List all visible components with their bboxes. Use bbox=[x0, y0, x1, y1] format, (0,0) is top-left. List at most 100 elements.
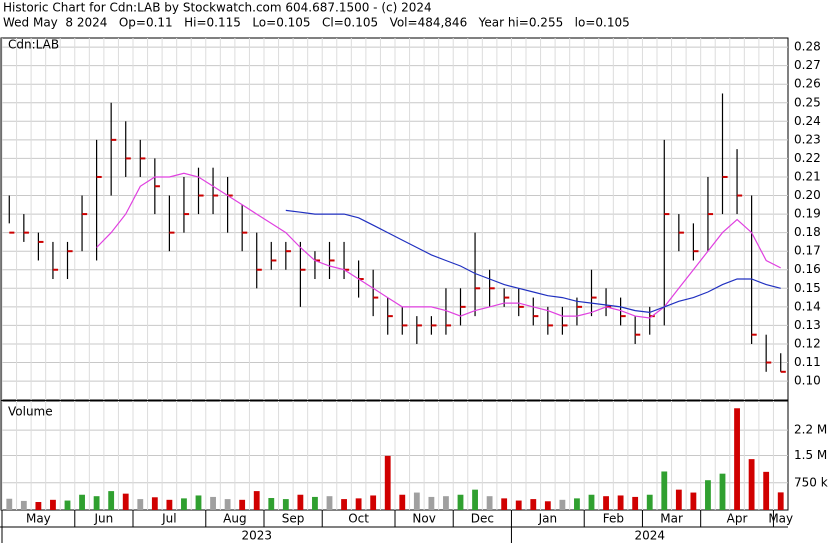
y-tick-label: 0.27 bbox=[794, 58, 821, 72]
volume-bar bbox=[210, 496, 216, 510]
y-tick-label: 0.21 bbox=[794, 169, 821, 183]
volume-bar bbox=[457, 494, 464, 510]
x-tick-label: Jun bbox=[94, 512, 114, 526]
volume-bar bbox=[6, 498, 13, 510]
volume-bar bbox=[50, 499, 56, 510]
moving-average bbox=[96, 172, 781, 319]
x-tick-label: Feb bbox=[603, 512, 624, 526]
volume-bar bbox=[675, 489, 682, 510]
volume-bar bbox=[355, 498, 362, 510]
marks bbox=[6, 93, 786, 510]
volume-bar bbox=[282, 499, 289, 510]
volume-bar bbox=[64, 500, 71, 510]
volume-bar bbox=[603, 496, 609, 510]
y-tick-label: 0.22 bbox=[794, 151, 821, 165]
x-tick-label: Dec bbox=[471, 512, 494, 526]
x-tick-label: Oct bbox=[348, 512, 369, 526]
y-tick-label: 0.26 bbox=[794, 77, 821, 91]
x-tick-label: Nov bbox=[412, 512, 435, 526]
volume-bar bbox=[312, 496, 318, 510]
volume-bar bbox=[413, 492, 420, 510]
y-tick-label: 0.20 bbox=[794, 188, 821, 202]
y-tick-label: 0.19 bbox=[794, 207, 821, 221]
volume-bar bbox=[486, 496, 493, 510]
y-tick-label: 0.10 bbox=[794, 374, 821, 388]
volume-bar bbox=[122, 493, 129, 510]
volume-bar bbox=[763, 471, 770, 510]
y-tick-label: 0.12 bbox=[794, 336, 821, 350]
volume-bar bbox=[559, 499, 566, 510]
price-label: Cdn:LAB bbox=[8, 38, 59, 52]
chart-subtitle: Wed May 8 2024 Op=0.11 Hi=0.115 Lo=0.105… bbox=[3, 16, 630, 30]
volume-bar bbox=[428, 496, 435, 510]
y-tick-label: 0.23 bbox=[794, 132, 821, 146]
x-tick-label: Mar bbox=[660, 512, 683, 526]
moving-average bbox=[285, 209, 781, 314]
volume-bar bbox=[617, 495, 624, 510]
x-tick-label: Jul bbox=[161, 512, 176, 526]
volume-bar bbox=[748, 459, 755, 510]
volume-bar bbox=[195, 495, 202, 510]
y-tick-label: 0.18 bbox=[794, 225, 821, 239]
volume-label: Volume bbox=[8, 405, 53, 419]
volume-bar bbox=[588, 494, 595, 510]
volume-bar bbox=[472, 489, 478, 510]
volume-bar bbox=[632, 496, 639, 510]
volume-bar bbox=[515, 500, 522, 510]
volume-bar bbox=[268, 498, 275, 510]
x-tick-label: May bbox=[768, 512, 793, 526]
volume-bar bbox=[79, 494, 85, 510]
volume-bar bbox=[341, 499, 347, 510]
volume-bar bbox=[384, 455, 391, 510]
volume-bar bbox=[20, 500, 27, 510]
volume-bar bbox=[719, 473, 726, 510]
x-tick-label: Sep bbox=[282, 512, 305, 526]
x-tick-label: Apr bbox=[727, 512, 748, 526]
volume-bar bbox=[399, 494, 406, 510]
x-tick-label: Jan bbox=[538, 512, 558, 526]
volume-bar bbox=[151, 497, 158, 510]
y-tick-label: 0.16 bbox=[794, 262, 821, 276]
y-tick-label: 0.14 bbox=[794, 299, 821, 313]
x-tick-label: Aug bbox=[223, 512, 246, 526]
volume-bar bbox=[501, 498, 508, 510]
volume-bar bbox=[530, 499, 537, 510]
volume-bar bbox=[137, 499, 144, 510]
x-tick-label: May bbox=[26, 512, 51, 526]
volume-bar bbox=[690, 492, 697, 510]
y-tick-label: 0.24 bbox=[794, 114, 821, 128]
volume-bar bbox=[93, 496, 100, 510]
volume-bar bbox=[239, 499, 246, 510]
volume-bar bbox=[443, 496, 449, 510]
y-tick-label: 0.25 bbox=[794, 95, 821, 109]
volume-bar bbox=[734, 408, 740, 510]
volume-bar bbox=[35, 502, 42, 510]
volume-bar bbox=[297, 494, 304, 510]
volume-tick-label: 1.5 M bbox=[794, 448, 827, 462]
volume-bar bbox=[108, 491, 115, 510]
volume-bar bbox=[646, 494, 653, 510]
grid bbox=[1, 38, 788, 510]
volume-bar bbox=[544, 501, 551, 510]
volume-bar bbox=[705, 480, 711, 510]
volume-bar bbox=[661, 471, 668, 510]
volume-tick-label: 750 k bbox=[794, 475, 828, 489]
volume-tick-label: 2.2 M bbox=[794, 423, 827, 437]
volume-bar bbox=[370, 495, 377, 510]
volume-bar bbox=[181, 498, 187, 510]
y-tick-label: 0.15 bbox=[794, 281, 821, 295]
volume-bar bbox=[326, 496, 333, 510]
volume-bar bbox=[777, 492, 784, 510]
volume-bar bbox=[224, 499, 231, 510]
y-tick-label: 0.13 bbox=[794, 318, 821, 332]
year-label: 2024 bbox=[634, 529, 665, 543]
y-tick-label: 0.28 bbox=[794, 40, 821, 54]
y-tick-label: 0.11 bbox=[794, 355, 821, 369]
chart-title: Historic Chart for Cdn:LAB by Stockwatch… bbox=[3, 1, 432, 15]
y-tick-label: 0.17 bbox=[794, 244, 821, 258]
year-label: 2023 bbox=[241, 529, 272, 543]
volume-bar bbox=[166, 499, 173, 510]
volume-bar bbox=[253, 491, 260, 510]
